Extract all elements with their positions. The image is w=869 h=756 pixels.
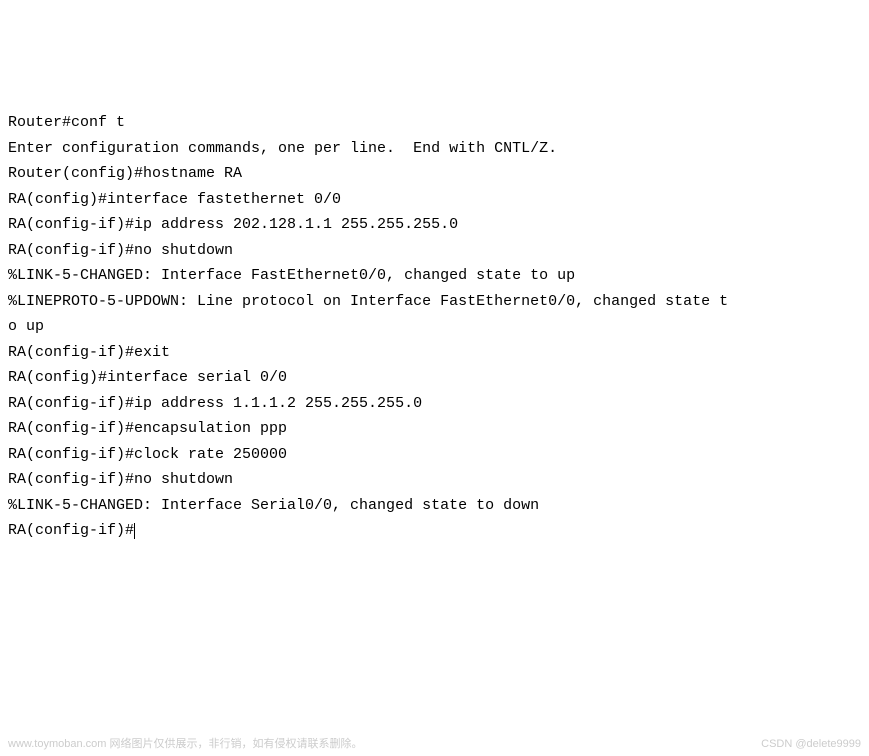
terminal-line: Router#conf t [8,110,861,136]
terminal-line: RA(config-if)#ip address 202.128.1.1 255… [8,212,861,238]
terminal-prompt-text: RA(config-if)# [8,522,134,539]
terminal-output: Router#conf tEnter configuration command… [8,110,861,544]
terminal-line: Enter configuration commands, one per li… [8,136,861,162]
terminal-line: %LINK-5-CHANGED: Interface Serial0/0, ch… [8,493,861,519]
terminal-line: RA(config-if)#no shutdown [8,467,861,493]
terminal-line: RA(config)#interface fastethernet 0/0 [8,187,861,213]
terminal-line: RA(config-if)#encapsulation ppp [8,416,861,442]
terminal-line: %LINEPROTO-5-UPDOWN: Line protocol on In… [8,289,861,315]
cursor-icon [134,523,135,539]
watermark-left: www.toymoban.com 网络图片仅供展示，非行销，如有侵权请联系删除。 [8,735,362,754]
watermark-right: CSDN @delete9999 [761,735,861,754]
terminal-line: %LINK-5-CHANGED: Interface FastEthernet0… [8,263,861,289]
terminal-line: RA(config-if)#exit [8,340,861,366]
terminal-line: RA(config-if)#ip address 1.1.1.2 255.255… [8,391,861,417]
terminal-line: o up [8,314,861,340]
terminal-line: RA(config)#interface serial 0/0 [8,365,861,391]
terminal-line: Router(config)#hostname RA [8,161,861,187]
terminal-line: RA(config-if)#no shutdown [8,238,861,264]
terminal-line: RA(config-if)#clock rate 250000 [8,442,861,468]
terminal-prompt-line[interactable]: RA(config-if)# [8,518,861,544]
